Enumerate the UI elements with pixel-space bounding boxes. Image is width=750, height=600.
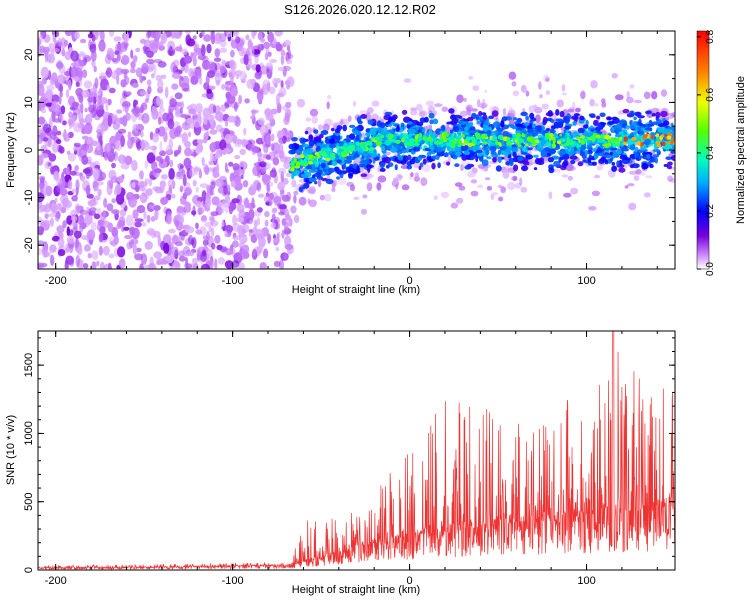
x-tick-label: 0 <box>407 275 413 287</box>
top-x-axis: -200 -100 0 100 <box>45 31 658 287</box>
top-x-axis-label: Height of straight line (km) <box>292 284 420 296</box>
bottom-x-axis: -200 -100 0 100 <box>45 331 658 587</box>
colorbar: 0.0 0.2 0.4 0.6 0.8 Normalized spectral ampl… <box>696 29 747 276</box>
bottom-x-axis-label: Height of straight line (km) <box>292 584 420 596</box>
figure-title: S126.2026.020.12.12.R02 <box>284 2 436 17</box>
y-tick-label: 10 <box>23 96 35 108</box>
top-y-axis: -20 -10 0 10 20 <box>23 30 675 270</box>
x-tick-label: -200 <box>45 275 67 287</box>
snr-panel: -200 -100 0 100 0 500 1000 1500 Height of stra… <box>5 330 676 596</box>
bottom-y-axis-label: SNR (10 * v/v) <box>5 415 17 485</box>
bottom-y-axis: 0 500 1000 1500 <box>23 337 675 573</box>
x-tick-label: -100 <box>222 575 244 587</box>
colorbar-gradient <box>696 30 710 270</box>
x-tick-label: 100 <box>577 275 595 287</box>
colorbar-ticks: 0.0 0.2 0.4 0.6 0.8 <box>697 29 716 276</box>
y-tick-label: -10 <box>23 190 35 206</box>
y-tick-label: 0 <box>23 147 35 153</box>
colorbar-label: Normalized spectral amplitude <box>735 76 747 224</box>
heatmap-layer <box>38 31 675 269</box>
colorbar-tick-label: 0.4 <box>705 146 716 160</box>
y-tick-label: 1500 <box>23 353 35 377</box>
x-tick-label: -100 <box>222 275 244 287</box>
y-tick-label: -20 <box>23 237 35 253</box>
colorbar-tick-label: 0.2 <box>705 204 716 218</box>
colorbar-tick-label: 0.8 <box>705 29 716 43</box>
colorbar-tick-label: 0.0 <box>705 262 716 276</box>
x-tick-label: 100 <box>577 575 595 587</box>
y-tick-label: 0 <box>23 567 35 573</box>
snr-frame <box>37 330 676 571</box>
x-tick-label: -200 <box>45 575 67 587</box>
y-tick-label: 500 <box>23 493 35 511</box>
y-tick-label: 1000 <box>23 421 35 445</box>
y-tick-label: 20 <box>23 49 35 61</box>
colorbar-tick-label: 0.6 <box>705 87 716 101</box>
snr-series-line <box>38 331 675 570</box>
top-y-axis-label: Frequency (Hz) <box>5 112 17 188</box>
x-tick-label: 0 <box>407 575 413 587</box>
